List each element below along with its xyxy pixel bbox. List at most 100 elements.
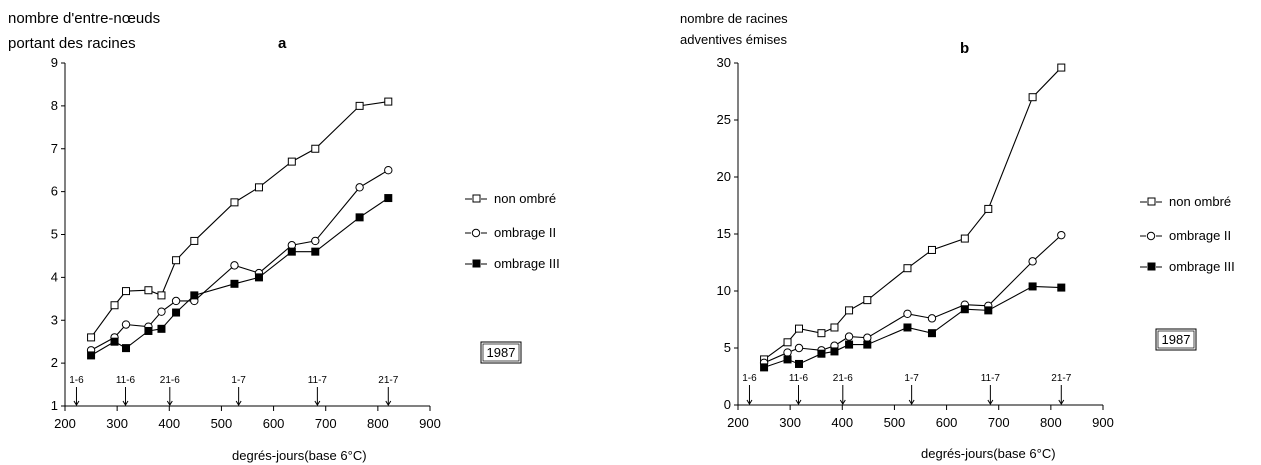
arrow-down-icon — [235, 400, 242, 406]
legend-label: non ombré — [1169, 194, 1231, 209]
data-point-open-square — [984, 204, 993, 213]
y-tick-label: 8 — [51, 98, 58, 113]
date-marker-label: 1-6 — [69, 375, 84, 386]
data-point-filled-square — [830, 347, 839, 356]
data-point-open-square — [110, 301, 119, 310]
y-tick-label: 15 — [717, 226, 731, 241]
data-point-filled-square — [287, 247, 296, 256]
year-box-inner-frame — [1157, 330, 1195, 349]
y-tick-label: 0 — [724, 397, 731, 412]
data-point-filled-square — [903, 323, 912, 332]
panel-b-letter: b — [960, 40, 969, 57]
legend-item-non-ombre: non ombré — [1140, 194, 1231, 209]
panel-b-ylabel-line-1: nombre de racines — [680, 11, 788, 26]
legend-item-non-ombre: non ombré — [465, 191, 556, 206]
date-marker-label: 11-7 — [981, 373, 1001, 384]
x-tick-label: 900 — [419, 416, 441, 431]
y-tick-label: 1 — [51, 398, 58, 413]
series-line — [90, 101, 389, 338]
date-marker-label: 11-6 — [789, 373, 809, 384]
data-point-filled-square — [795, 359, 804, 368]
open-square-marker-icon — [1147, 197, 1156, 206]
date-marker-label: 21-6 — [833, 373, 853, 384]
panel-a-axes: 1 2 3 4 5 6 7 8 9 200 300 400 500 600 700 800 900 — [51, 55, 441, 431]
data-point-filled-square — [110, 337, 119, 346]
data-point-filled-square — [1057, 283, 1066, 292]
panel-b: nombre de racines adventives émises b 0 5… — [680, 11, 1235, 461]
data-point-open-square — [384, 97, 393, 106]
series-line — [90, 169, 389, 351]
date-marker-label: 11-7 — [308, 375, 328, 386]
data-point-open-square — [230, 198, 239, 207]
data-point-filled-square — [311, 247, 320, 256]
arrow-down-icon — [385, 400, 392, 406]
date-marker-label: 11-6 — [116, 375, 136, 386]
legend-item-ombrage-ii: ombrage II — [1140, 228, 1231, 243]
data-point-filled-square — [863, 340, 872, 349]
x-tick-label: 700 — [988, 415, 1010, 430]
date-marker-label: 21-6 — [160, 375, 180, 386]
data-point-filled-square — [984, 306, 993, 315]
data-point-open-square — [157, 291, 166, 300]
data-point-open-square — [122, 287, 131, 296]
open-circle-marker-icon — [471, 228, 481, 238]
y-tick-label: 9 — [51, 55, 58, 70]
panel-b-legend: non ombré ombrage II ombrage III — [1140, 194, 1235, 274]
data-point-open-circle — [384, 165, 393, 175]
x-tick-label: 300 — [106, 416, 128, 431]
x-tick-label: 600 — [263, 416, 285, 431]
panel-a-xlabel: degrés-jours(base 6°C) — [232, 448, 367, 463]
arrow-down-icon — [73, 400, 80, 406]
data-point-open-circle — [863, 333, 872, 342]
y-tick-label: 4 — [51, 269, 58, 284]
data-point-filled-square — [783, 355, 792, 364]
panel-b-year-box: 1987 — [1155, 328, 1197, 351]
data-point-open-square — [783, 338, 792, 347]
x-tick-label: 500 — [211, 416, 233, 431]
data-point-open-square — [190, 236, 199, 245]
panel-a-letter: a — [278, 35, 287, 52]
x-tick-label: 400 — [158, 416, 180, 431]
filled-square-marker-icon — [1147, 262, 1156, 271]
data-point-open-square — [903, 264, 912, 273]
data-point-open-square — [830, 323, 839, 332]
data-point-open-square — [863, 296, 872, 305]
y-tick-label: 10 — [717, 283, 731, 298]
data-point-filled-square — [845, 340, 854, 349]
panel-a-year-box: 1987 — [480, 341, 522, 364]
year-label: 1987 — [1162, 332, 1191, 347]
year-box-inner-frame — [482, 343, 520, 362]
data-point-filled-square — [87, 351, 96, 360]
x-tick-label: 300 — [779, 415, 801, 430]
data-point-open-circle — [903, 309, 912, 318]
data-point-open-circle — [157, 307, 166, 316]
data-point-open-square — [927, 245, 936, 254]
data-point-open-circle — [355, 183, 364, 192]
y-tick-label: 25 — [717, 112, 731, 127]
open-circle-marker-icon — [1146, 231, 1156, 241]
panel-b-xlabel: degrés-jours(base 6°C) — [921, 446, 1056, 461]
legend-label: ombrage II — [1169, 228, 1231, 243]
date-marker-label: 1-7 — [231, 375, 246, 386]
data-point-filled-square — [927, 329, 936, 338]
legend-item-ombrage-ii: ombrage II — [465, 225, 556, 240]
arrow-down-icon — [987, 399, 994, 405]
panel-a-legend: non ombré ombrage II ombrage III — [465, 191, 560, 271]
panel-b-axes: 0 5 10 15 20 25 30 200 300 400 500 600 700 800 900 — [717, 55, 1114, 430]
y-tick-label: 7 — [51, 141, 58, 156]
open-square-marker-icon — [472, 194, 481, 203]
arrow-down-icon — [795, 399, 802, 405]
panel-b-ylabel-line-2: adventives émises — [680, 32, 787, 47]
arrow-down-icon — [122, 400, 129, 406]
x-tick-label: 400 — [831, 415, 853, 430]
legend-label: ombrage III — [1169, 259, 1235, 274]
data-point-filled-square — [760, 363, 769, 372]
series-line — [90, 197, 389, 356]
arrow-down-icon — [908, 399, 915, 405]
data-point-open-square — [795, 324, 804, 333]
legend-label: ombrage II — [494, 225, 556, 240]
arrow-down-icon — [314, 400, 321, 406]
data-point-filled-square — [122, 344, 131, 353]
y-tick-label: 5 — [51, 227, 58, 242]
